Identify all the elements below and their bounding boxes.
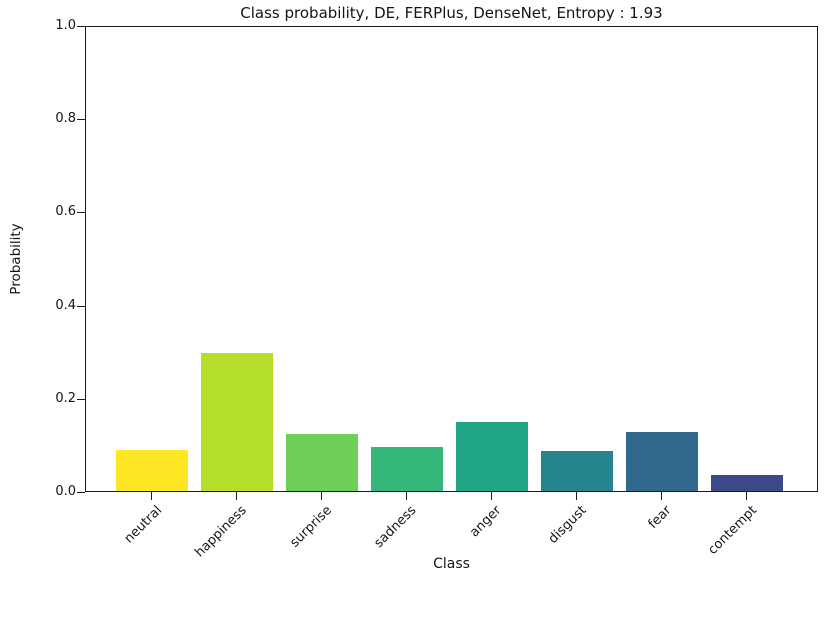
x-tick-label-disgust: disgust [545,503,590,547]
x-tick-mark [236,492,237,500]
y-tick-mark [77,492,85,493]
x-tick-mark [576,492,577,500]
bar-disgust [541,451,613,491]
y-tick-mark [77,119,85,121]
y-tick-label: 0.4 [55,297,76,313]
x-tick-label-anger: anger [467,503,505,541]
y-tick-mark [77,305,85,307]
x-tick-label-happiness: happiness [192,503,250,561]
x-tick-mark [151,492,152,500]
y-tick-label: 0.8 [55,111,76,127]
y-tick-label: 0.6 [55,204,76,220]
x-tick-label-neutral: neutral [121,503,165,547]
y-tick-mark [77,212,85,214]
bar-fear [626,432,698,491]
bar-neutral [116,450,188,491]
x-tick-mark [406,492,407,500]
y-tick-label: 0.2 [55,390,76,406]
x-tick-mark [746,492,747,500]
x-tick-label-surprise: surprise [286,503,335,551]
x-tick-label-contempt: contempt [704,503,760,558]
x-tick-label-sadness: sadness [371,503,420,551]
x-tick-mark [321,492,322,500]
y-tick-label: 0.0 [55,484,76,499]
y-tick-label: 1.0 [55,18,76,33]
y-axis-label: Probability [8,223,24,295]
x-tick-label-fear: fear [645,503,675,532]
y-tick-mark [77,398,85,400]
bar-surprise [286,434,358,491]
x-tick-mark [661,492,662,500]
bar-anger [456,422,528,491]
bar-sadness [371,447,443,491]
plot-area [85,26,818,492]
bar-contempt [711,475,783,491]
y-tick-mark [77,26,85,27]
bar-happiness [201,353,273,491]
chart-title: Class probability, DE, FERPlus, DenseNet… [240,4,663,22]
x-tick-mark [491,492,492,500]
x-axis-label: Class [433,556,470,572]
